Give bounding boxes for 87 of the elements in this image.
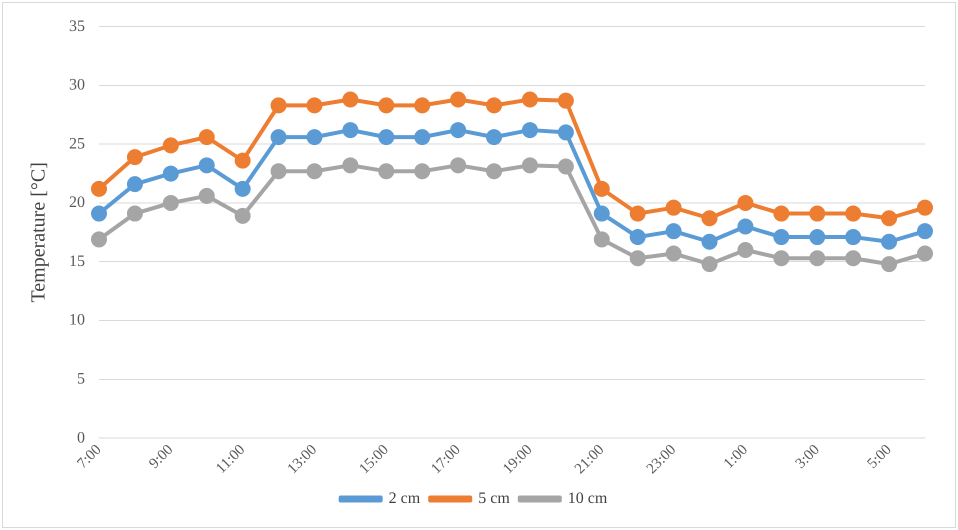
point [737,242,754,258]
x-tick-label: 3:00 [792,442,823,472]
point [917,200,933,216]
point [378,163,394,180]
point [881,234,898,250]
point [306,163,322,180]
point [917,246,933,262]
point [234,208,251,224]
point [737,218,754,234]
point [198,188,215,204]
point [845,206,862,222]
y-tick-label: 15 [69,252,85,270]
point [91,231,107,248]
point [773,206,790,222]
point [702,210,718,226]
point [414,163,430,180]
point [342,91,358,108]
x-tick-label: 1:00 [720,442,752,472]
point [809,229,826,246]
point [594,180,610,197]
point [486,163,502,180]
point [306,129,322,146]
point [630,250,646,266]
point [881,256,898,272]
point [522,122,538,138]
point [558,124,574,140]
point [306,97,322,114]
point [702,234,718,250]
point [917,223,933,240]
y-tick-label: 35 [69,18,85,35]
point [558,92,574,109]
point [845,250,862,266]
point [342,157,358,174]
point [809,206,826,222]
y-tick-label: 10 [69,312,85,329]
point [162,166,179,182]
point [450,157,466,174]
point [522,157,538,174]
point [270,163,287,180]
point [162,194,179,211]
point [270,129,287,146]
point [378,129,394,146]
y-tick-label: 25 [69,135,85,152]
point [486,97,502,114]
legend-label: 2 cm [388,490,421,508]
point [198,129,215,146]
x-tick-label: 9:00 [146,442,176,472]
point [845,229,862,246]
point [414,97,430,114]
point [666,246,682,262]
point [773,229,790,246]
point [126,176,143,192]
point [450,91,466,108]
point [126,149,143,166]
point [630,206,646,222]
point [91,206,107,222]
point [702,256,718,272]
point [91,180,107,197]
point [558,158,574,175]
y-tick-label: 5 [77,370,85,388]
point [414,129,430,146]
legend-label: 5 cm [478,490,510,508]
point [809,250,826,266]
point [881,210,898,226]
legend-label: 10 cm [568,490,608,508]
y-axis-title: Temperature [°C] [27,162,50,303]
y-tick-label: 30 [69,76,85,94]
point [630,229,646,246]
point [522,91,538,108]
point [198,157,215,174]
point [234,152,251,169]
point [450,122,466,138]
point [486,129,502,146]
point [162,137,179,154]
point [666,223,682,240]
x-tick-label: 5:00 [864,442,895,472]
point [737,194,754,211]
point [773,250,790,266]
point [594,206,610,222]
point [378,97,394,114]
point [342,122,358,138]
y-tick-label: 20 [69,194,85,212]
point [234,180,251,197]
point [270,97,287,114]
point [594,231,610,248]
point [126,206,143,222]
point [666,200,682,216]
